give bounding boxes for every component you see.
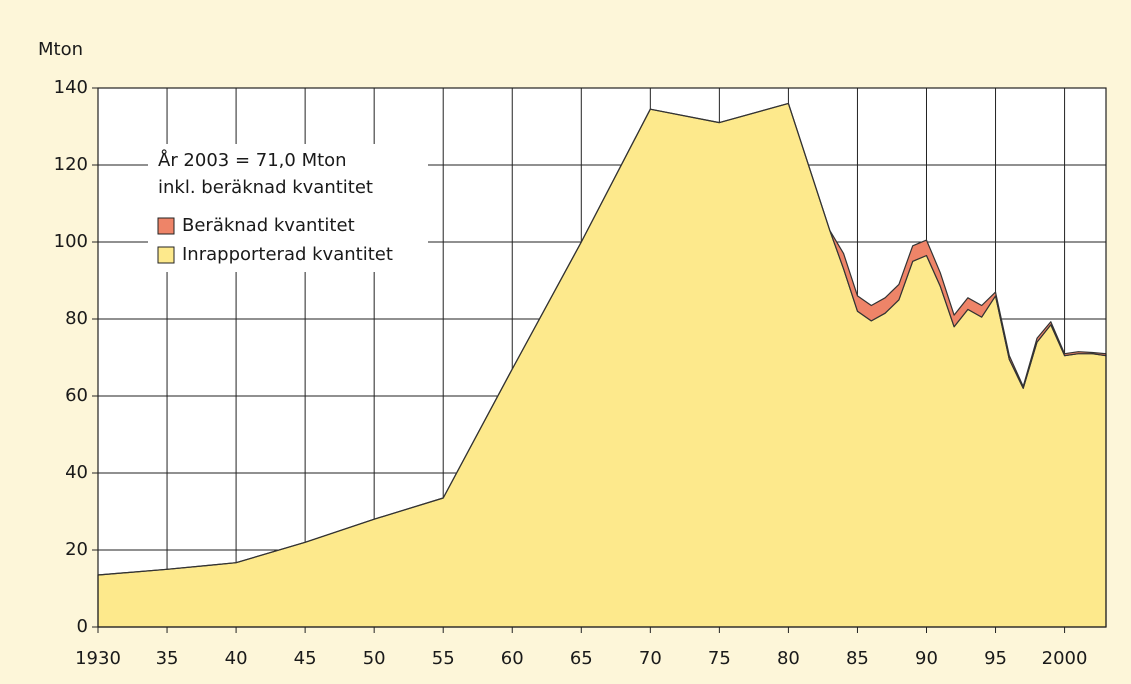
plot-border xyxy=(97,87,1107,628)
y-tick-label: 40 xyxy=(65,462,88,483)
y-tick-label: 80 xyxy=(65,308,88,329)
legend-label: Inrapporterad kvantitet xyxy=(182,244,393,265)
legend-label: Beräknad kvantitet xyxy=(182,215,355,236)
x-tick-label: 95 xyxy=(984,648,1007,669)
y-tick-label: 20 xyxy=(65,539,88,560)
annotation: inkl. beräknad kvantitet xyxy=(158,177,373,198)
x-tick-label: 45 xyxy=(294,648,317,669)
y-axis-label: Mton xyxy=(38,39,83,60)
x-tick-label: 1930 xyxy=(75,648,121,669)
legend-swatch xyxy=(157,246,175,264)
x-tick-label: 80 xyxy=(777,648,800,669)
x-tick-label: 55 xyxy=(432,648,455,669)
y-tick-label: 60 xyxy=(65,385,88,406)
x-tick-label: 40 xyxy=(225,648,248,669)
x-tick-label: 70 xyxy=(639,648,662,669)
x-tick-label: 35 xyxy=(156,648,179,669)
y-tick-label: 140 xyxy=(54,77,88,98)
legend-box xyxy=(148,144,428,272)
x-tick-label: 2000 xyxy=(1042,648,1088,669)
x-tick-label: 50 xyxy=(363,648,386,669)
x-tick-label: 90 xyxy=(915,648,938,669)
x-tick-label: 85 xyxy=(846,648,869,669)
x-tick-label: 75 xyxy=(708,648,731,669)
annotation: År 2003 = 71,0 Mton xyxy=(158,149,347,171)
y-tick-label: 100 xyxy=(54,231,88,252)
legend-swatch xyxy=(157,217,175,235)
y-tick-label: 120 xyxy=(54,154,88,175)
x-tick-label: 65 xyxy=(570,648,593,669)
x-tick-label: 60 xyxy=(501,648,524,669)
y-tick-label: 0 xyxy=(77,616,88,637)
